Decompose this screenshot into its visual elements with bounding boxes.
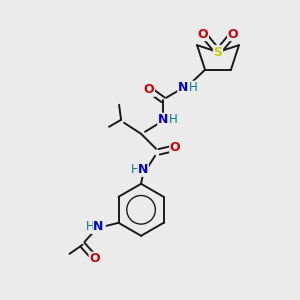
Text: O: O bbox=[144, 83, 154, 96]
Text: O: O bbox=[170, 141, 180, 154]
Text: O: O bbox=[198, 28, 208, 40]
Text: N: N bbox=[138, 163, 148, 176]
Text: N: N bbox=[158, 113, 168, 126]
Text: H: H bbox=[86, 220, 95, 233]
Text: N: N bbox=[93, 220, 104, 233]
Text: O: O bbox=[89, 252, 100, 265]
Text: H: H bbox=[189, 81, 197, 94]
Text: O: O bbox=[228, 28, 238, 40]
Text: N: N bbox=[178, 81, 188, 94]
Text: S: S bbox=[214, 46, 223, 59]
Text: H: H bbox=[131, 163, 140, 176]
Text: H: H bbox=[169, 113, 177, 126]
